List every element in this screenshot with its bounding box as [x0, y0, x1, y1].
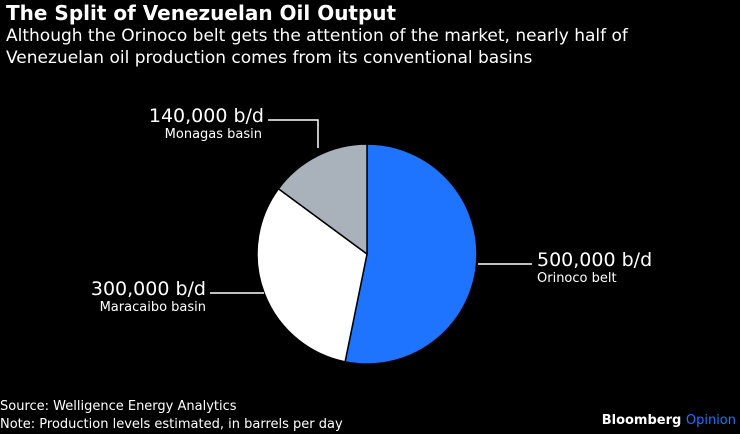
value-label-orinoco-belt: 500,000 b/d [537, 249, 652, 271]
subtitle-line-1: Although the Orinoco belt gets the atten… [6, 26, 628, 46]
brand-bloomberg: Bloomberg [601, 413, 682, 428]
footer-notes: Source: Welligence Energy Analytics Note… [0, 398, 343, 434]
bloomberg-opinion-logo: Bloomberg Opinion [602, 413, 736, 428]
value-label-monagas-basin: 140,000 b/d [149, 105, 264, 127]
note-text: Note: Production levels estimated, in ba… [0, 417, 343, 432]
leader-line-monagas-basin [268, 119, 319, 148]
pie-slice-monagas-basin [277, 143, 368, 256]
value-label-maracaibo-basin: 300,000 b/d [91, 278, 206, 300]
name-label-orinoco-belt: Orinoco belt [537, 271, 617, 286]
pie-slice-maracaibo-basin [256, 187, 368, 363]
source-text: Source: Welligence Energy Analytics [0, 399, 237, 414]
pie-slice-orinoco-belt [344, 143, 478, 365]
name-label-monagas-basin: Monagas basin [165, 127, 262, 142]
brand-opinion: Opinion [685, 413, 736, 428]
subtitle-line-2: Venezuelan oil production comes from its… [6, 48, 533, 68]
chart-subtitle: Although the Orinoco belt gets the atten… [6, 25, 706, 69]
name-label-maracaibo-basin: Maracaibo basin [100, 300, 206, 315]
chart-title: The Split of Venezuelan Oil Output [6, 1, 397, 25]
